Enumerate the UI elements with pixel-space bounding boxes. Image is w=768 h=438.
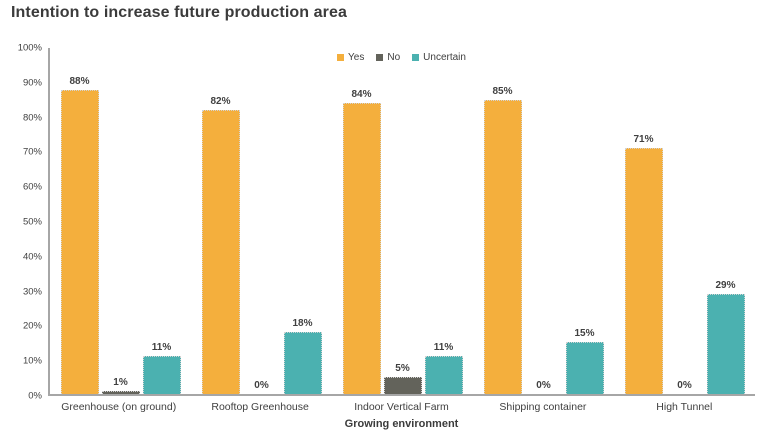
bar-value-label: 18% — [292, 317, 313, 329]
bar — [342, 103, 381, 394]
bar-column-uncertain: 29% — [706, 48, 745, 394]
bar-value-label: 29% — [715, 279, 736, 291]
bar-column-no: 0% — [525, 48, 563, 394]
x-category-label: Greenhouse (on ground) — [61, 401, 177, 413]
x-category-label: Indoor Vertical Farm — [354, 401, 449, 413]
y-tick-label: 90% — [22, 77, 42, 89]
bar-column-no: 0% — [243, 48, 281, 394]
y-tick-label: 40% — [22, 251, 42, 263]
bar-value-label: 1% — [113, 376, 128, 388]
bar-column-uncertain: 18% — [283, 48, 322, 394]
bar-group: 71% 0% 29% — [614, 48, 755, 394]
bar-group: 85% 0% 15% — [473, 48, 614, 394]
y-tick-label: 60% — [22, 181, 42, 193]
bar-value-label: 11% — [433, 341, 454, 353]
bar-value-label: 11% — [151, 341, 172, 353]
bar — [565, 342, 604, 394]
bar — [483, 99, 522, 394]
y-tick-label: 30% — [22, 286, 42, 298]
bar — [60, 89, 99, 394]
y-tick-label: 70% — [22, 146, 42, 158]
x-category-label: High Tunnel — [656, 401, 713, 413]
bar — [201, 110, 240, 394]
bar-value-label: 71% — [633, 134, 654, 146]
bar-column-yes: 71% — [624, 48, 663, 394]
bar — [624, 148, 663, 394]
bar-column-yes: 88% — [60, 48, 99, 394]
bar — [283, 331, 322, 394]
bar-value-label: 84% — [351, 89, 372, 101]
x-category-label: Rooftop Greenhouse — [211, 401, 309, 413]
y-tick-label: 100% — [17, 42, 42, 54]
bar-column-no: 5% — [383, 48, 422, 394]
bar-value-label: 88% — [69, 75, 90, 87]
bar-value-label: 0% — [677, 380, 692, 391]
bar-value-label: 0% — [254, 380, 269, 391]
bar-column-yes: 82% — [201, 48, 240, 394]
bar-column-uncertain: 11% — [424, 48, 463, 394]
y-tick-label: 0% — [28, 390, 42, 402]
bar-group: 88% 1% 11% — [50, 48, 191, 394]
bar-column-yes: 84% — [342, 48, 381, 394]
chart-title: Intention to increase future production … — [11, 4, 347, 21]
y-axis: 0% 10% 20% 30% 40% 50% 60% 70% 80% 90% 100% — [0, 43, 42, 402]
x-axis-title: Growing environment — [344, 418, 459, 430]
plot-area: 88% 1% 11% 82% 0% 18% 84% 5% 11% 85% 0% 15% 71% 0% 29% — [48, 48, 755, 396]
y-tick-label: 80% — [22, 112, 42, 124]
bar — [142, 355, 181, 394]
bar-value-label: 82% — [210, 96, 231, 108]
bar-value-label: 85% — [492, 85, 513, 97]
x-category-label: Shipping container — [499, 401, 587, 413]
bar-value-label: 0% — [536, 380, 551, 391]
bar-column-yes: 85% — [483, 48, 522, 394]
bar-value-label: 15% — [574, 328, 595, 340]
x-axis-category-labels: Greenhouse (on ground) Rooftop Greenhouse… — [48, 401, 755, 413]
bar-value-label: 5% — [395, 362, 410, 374]
y-tick-label: 50% — [22, 216, 42, 228]
y-tick-label: 10% — [22, 355, 42, 367]
y-tick-label: 20% — [22, 320, 42, 332]
bar — [424, 355, 463, 394]
bar — [706, 293, 745, 394]
bar — [383, 376, 422, 394]
bar-column-no: 0% — [666, 48, 704, 394]
bar-column-uncertain: 11% — [142, 48, 181, 394]
bar-column-uncertain: 15% — [565, 48, 604, 394]
bar — [101, 390, 140, 394]
bar-group: 84% 5% 11% — [332, 48, 473, 394]
bar-group: 82% 0% 18% — [191, 48, 332, 394]
bar-column-no: 1% — [101, 48, 140, 394]
